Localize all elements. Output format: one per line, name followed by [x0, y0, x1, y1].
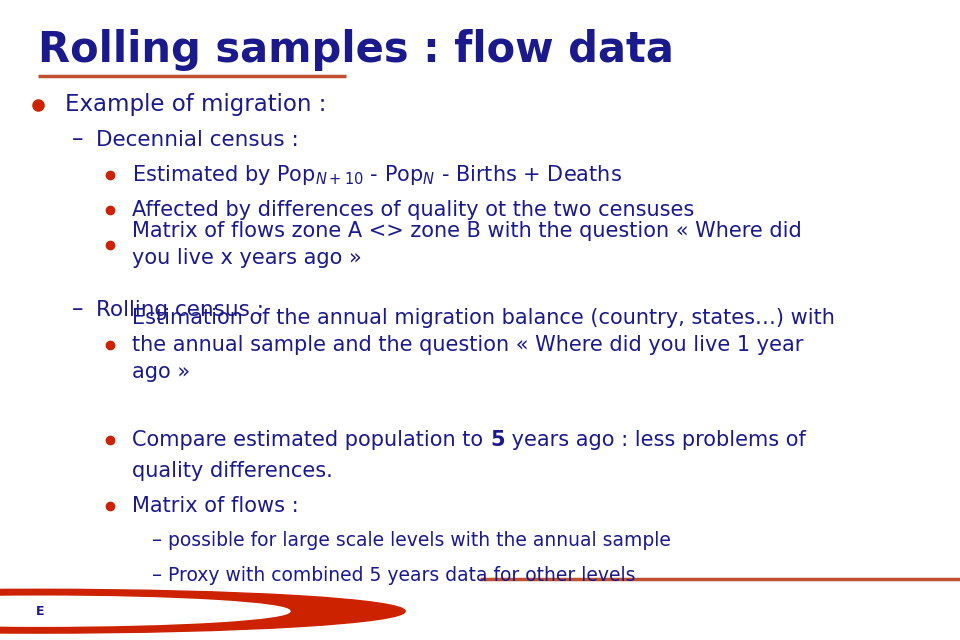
- Text: Decennial census :: Decennial census :: [96, 130, 299, 150]
- Text: 5: 5: [491, 430, 505, 451]
- Text: –: –: [152, 566, 162, 585]
- Text: Matrix of flows zone A <> zone B with the question « Where did
you live x years : Matrix of flows zone A <> zone B with th…: [132, 221, 803, 268]
- Text: years ago : less problems of: years ago : less problems of: [505, 430, 805, 451]
- Text: E: E: [36, 605, 44, 618]
- Text: Example of migration :: Example of migration :: [65, 93, 326, 116]
- Text: 3º Seminario Internacional sobre Méthodos Alternativos para Censos Demograficos : 3º Seminario Internacional sobre Méthodo…: [69, 604, 891, 618]
- Text: possible for large scale levels with the annual sample: possible for large scale levels with the…: [168, 531, 671, 550]
- Text: Compare estimated population to: Compare estimated population to: [132, 430, 491, 451]
- Text: Estimation of the annual migration balance (country, states…) with
the annual sa: Estimation of the annual migration balan…: [132, 308, 835, 382]
- Text: –: –: [152, 531, 162, 550]
- Circle shape: [0, 589, 405, 633]
- Text: Estimated by Pop$_{N+10}$ - Pop$_{N}$ - Births + Deaths: Estimated by Pop$_{N+10}$ - Pop$_{N}$ - …: [132, 163, 622, 187]
- Text: quality differences.: quality differences.: [132, 461, 333, 481]
- Text: –: –: [72, 128, 84, 151]
- Circle shape: [0, 596, 290, 626]
- Text: Affected by differences of quality ot the two censuses: Affected by differences of quality ot th…: [132, 200, 695, 220]
- Text: Rolling samples : flow data: Rolling samples : flow data: [38, 29, 674, 71]
- Text: Matrix of flows :: Matrix of flows :: [132, 495, 300, 516]
- Text: Rolling census :: Rolling census :: [96, 300, 264, 320]
- Text: –: –: [72, 298, 84, 321]
- Text: Proxy with combined 5 years data for other levels: Proxy with combined 5 years data for oth…: [168, 566, 636, 585]
